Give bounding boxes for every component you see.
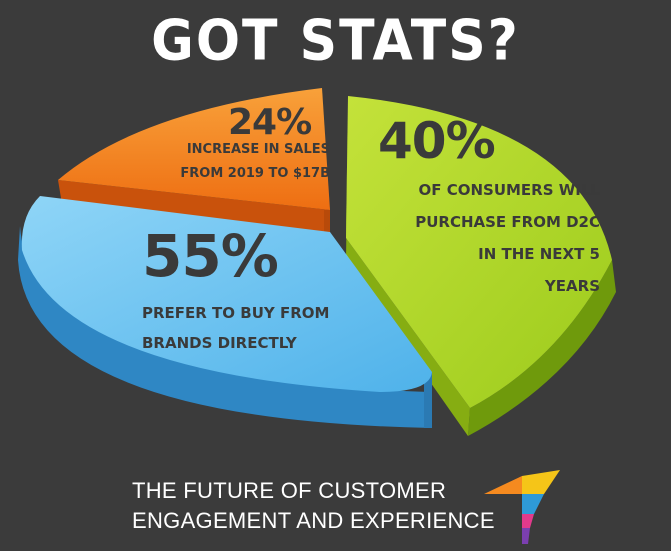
stat-blue-text: PREFER TO BUY FROM BRANDS DIRECTLY [142, 298, 382, 358]
footer-line: THE FUTURE OF CUSTOMER [132, 478, 447, 503]
stat-orange-line: INCREASE IN SALES [186, 142, 330, 157]
stat-green-percent: 40% [378, 112, 496, 170]
stat-orange-line: FROM 2019 TO $17B [180, 166, 330, 181]
stat-blue-percent: 55% [142, 222, 279, 290]
stat-orange-text: INCREASE IN SALES FROM 2019 TO $17B [150, 138, 330, 186]
footer-line: ENGAGEMENT AND EXPERIENCE [132, 508, 495, 533]
orange-slice [58, 88, 330, 234]
stat-green-line: IN THE NEXT 5 [478, 245, 600, 263]
stat-green-line: OF CONSUMERS WILL [418, 181, 600, 199]
stat-green-text: OF CONSUMERS WILL PURCHASE FROM D2C IN T… [375, 174, 600, 302]
brand-logo-icon [484, 470, 560, 544]
blue-slice [18, 196, 433, 428]
stat-blue-line: BRANDS DIRECTLY [142, 334, 297, 352]
stat-green-line: YEARS [544, 277, 600, 295]
stat-blue-line: PREFER TO BUY FROM [142, 304, 330, 322]
footer-tagline: THE FUTURE OF CUSTOMER ENGAGEMENT AND EX… [132, 476, 495, 536]
stat-orange-percent: 24% [228, 102, 312, 143]
page-title: GOT STATS? [151, 8, 520, 74]
green-slice [346, 96, 616, 436]
stat-green-line: PURCHASE FROM D2C [415, 213, 600, 231]
